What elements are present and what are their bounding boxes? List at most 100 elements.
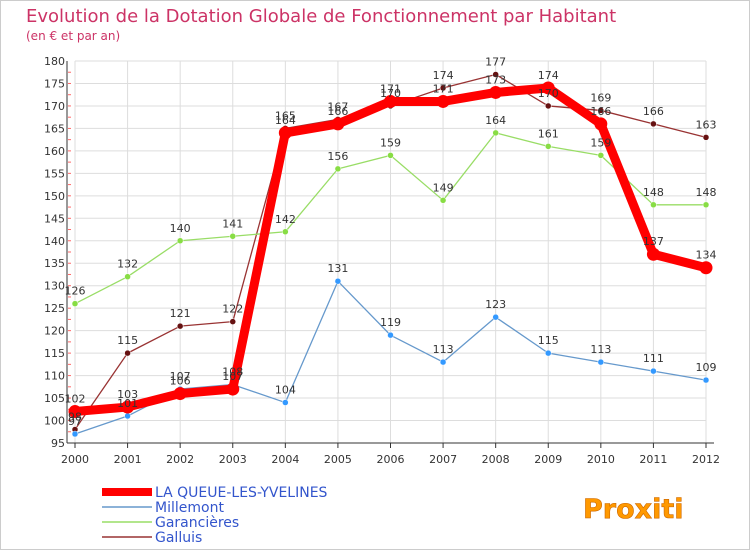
data-label: 109 <box>696 361 717 374</box>
chart-title: Evolution de la Dotation Globale de Fonc… <box>26 6 616 27</box>
data-point <box>229 318 236 325</box>
data-label: 106 <box>170 375 191 388</box>
data-point <box>702 201 710 209</box>
data-label: 174 <box>433 69 454 82</box>
x-tick-label: 2008 <box>482 453 510 466</box>
data-point <box>71 430 79 438</box>
data-label: 132 <box>117 258 138 271</box>
y-tick-label: 180 <box>44 55 65 68</box>
data-point <box>439 197 447 204</box>
data-point <box>226 382 240 396</box>
data-point <box>597 152 605 159</box>
x-tick-label: 2006 <box>377 453 405 466</box>
data-label: 164 <box>275 114 296 127</box>
y-tick-label: 100 <box>44 415 65 428</box>
data-point <box>702 134 710 141</box>
data-label: 148 <box>643 186 664 199</box>
x-tick-label: 2005 <box>324 453 352 466</box>
data-label: 121 <box>170 307 191 320</box>
data-point <box>545 349 552 357</box>
data-label: 165 <box>275 109 296 122</box>
data-point <box>173 387 187 401</box>
data-label: 141 <box>222 217 243 230</box>
data-point <box>492 129 499 137</box>
proxiti-logo: Proxiti <box>583 494 684 525</box>
data-label: 123 <box>485 298 506 311</box>
data-point <box>439 358 447 366</box>
x-tick-label: 2003 <box>219 453 247 466</box>
data-point <box>282 228 289 236</box>
data-point <box>541 81 555 95</box>
data-label: 171 <box>380 82 401 95</box>
data-point <box>436 94 450 108</box>
y-tick-label: 160 <box>44 145 65 158</box>
data-point <box>121 400 135 414</box>
x-tick-label: 2007 <box>429 453 457 466</box>
data-point <box>176 237 184 245</box>
data-label: 170 <box>380 87 401 100</box>
data-label: 166 <box>590 105 611 118</box>
data-point <box>68 405 82 419</box>
data-label: 126 <box>65 285 86 298</box>
data-label: 113 <box>590 343 611 356</box>
y-tick-label: 170 <box>44 100 65 113</box>
data-point <box>331 117 345 131</box>
chart-subtitle: (en € et par an) <box>26 29 120 43</box>
data-point <box>334 165 342 173</box>
y-tick-label: 110 <box>44 370 65 383</box>
data-point <box>489 85 503 99</box>
legend-label-0: LA QUEUE-LES-YVELINES <box>155 485 328 501</box>
data-label: 174 <box>538 69 559 82</box>
data-point <box>699 261 713 275</box>
data-label: 104 <box>275 384 296 397</box>
legend-label-2: Garancières <box>155 515 239 531</box>
data-label: 173 <box>485 73 506 86</box>
y-tick-label: 140 <box>44 235 65 248</box>
x-tick-label: 2002 <box>166 453 194 466</box>
x-tick-label: 2012 <box>692 453 720 466</box>
x-tick-label: 2001 <box>114 453 142 466</box>
data-label: 161 <box>538 127 559 140</box>
data-label: 131 <box>327 262 348 275</box>
data-label: 137 <box>643 235 664 248</box>
data-point <box>384 94 397 108</box>
data-point <box>278 126 292 140</box>
data-point <box>229 233 236 240</box>
data-label: 115 <box>538 334 559 347</box>
data-label: 111 <box>643 352 664 365</box>
data-label: 108 <box>222 366 243 379</box>
data-label: 142 <box>275 213 296 226</box>
data-label: 148 <box>696 186 717 199</box>
data-label: 163 <box>696 118 717 131</box>
data-point <box>492 71 499 78</box>
data-point <box>646 247 660 261</box>
data-label: 103 <box>117 388 138 401</box>
y-tick-label: 175 <box>44 77 65 90</box>
y-tick-label: 115 <box>44 347 65 360</box>
data-label: 113 <box>433 343 454 356</box>
data-point <box>492 313 499 321</box>
x-tick-label: 2004 <box>271 453 299 466</box>
data-label: 164 <box>485 114 506 127</box>
y-tick-label: 135 <box>44 257 65 270</box>
data-label: 166 <box>643 105 664 118</box>
data-label: 169 <box>590 91 611 104</box>
data-point <box>124 349 131 357</box>
y-tick-label: 95 <box>51 437 65 450</box>
data-label: 102 <box>65 393 86 406</box>
y-tick-label: 120 <box>44 325 65 338</box>
data-point <box>334 277 342 285</box>
data-label: 167 <box>327 100 348 113</box>
data-label: 97 <box>68 415 82 428</box>
data-label: 115 <box>117 334 138 347</box>
data-label: 107 <box>222 370 243 383</box>
data-point <box>702 376 710 384</box>
data-point <box>597 107 605 114</box>
data-point <box>439 84 447 92</box>
y-tick-label: 105 <box>44 392 65 405</box>
data-point <box>282 399 289 406</box>
x-tick-label: 2009 <box>534 453 562 466</box>
